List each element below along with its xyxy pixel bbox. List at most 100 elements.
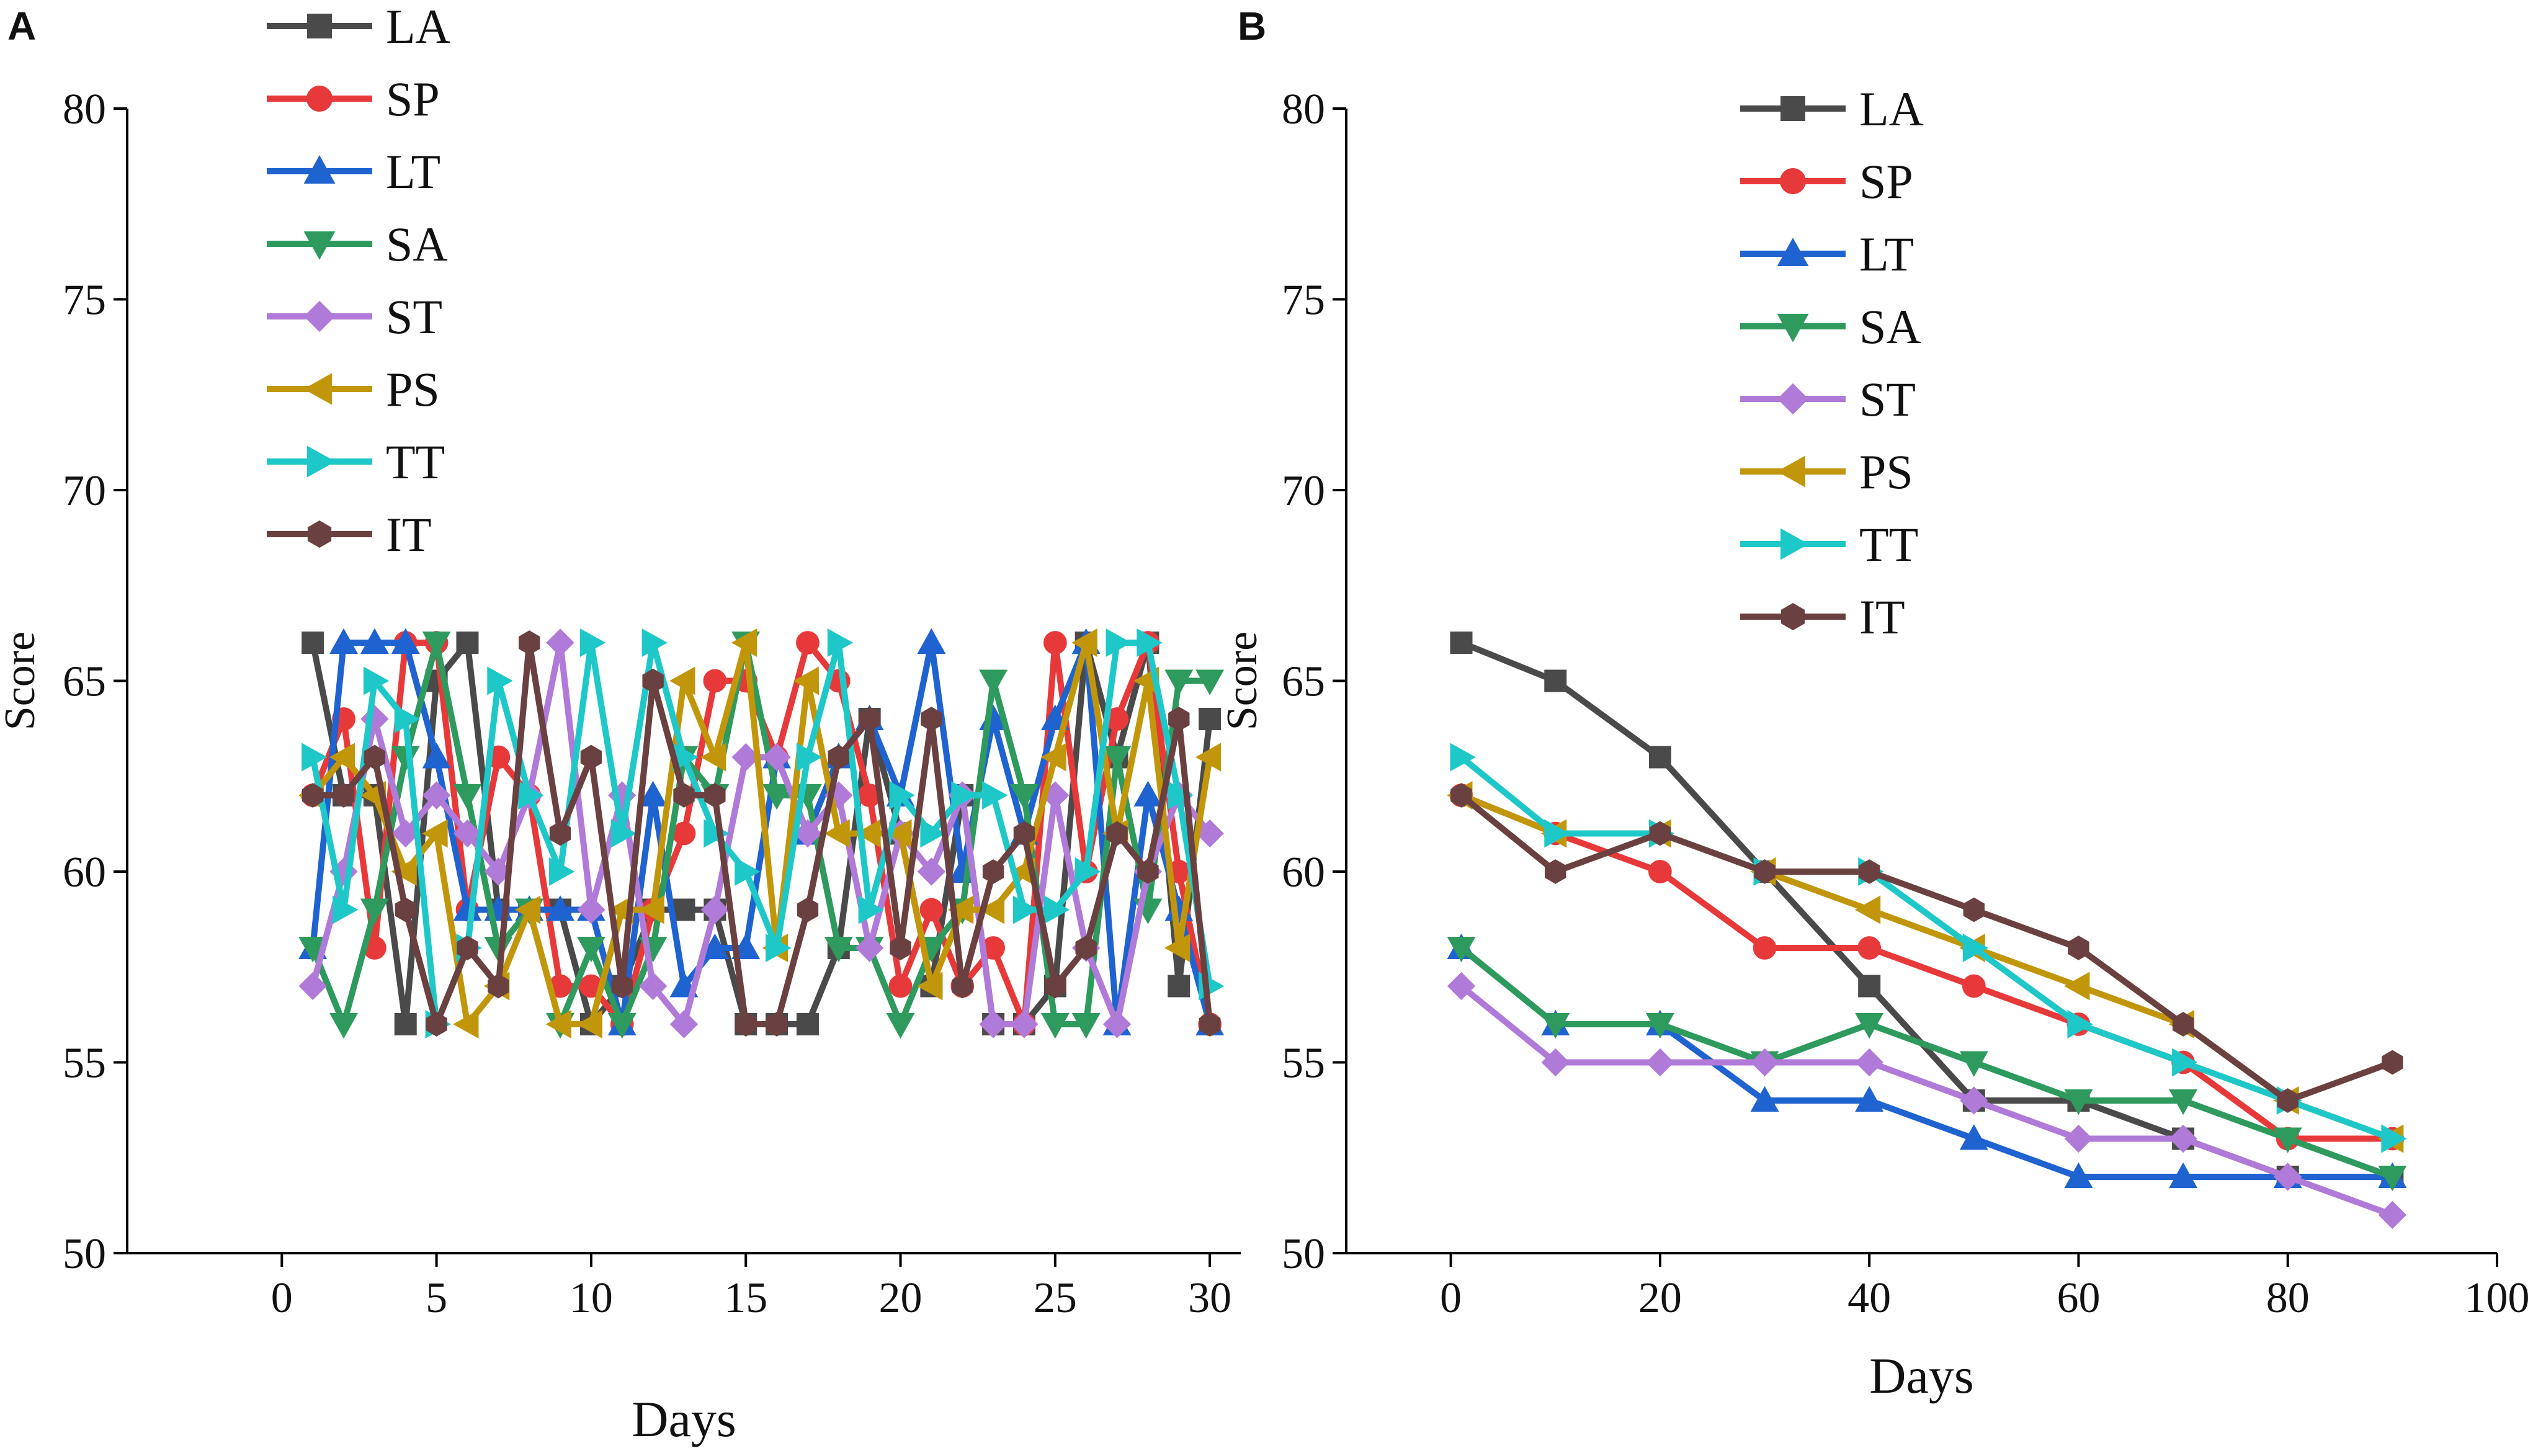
chart-a-point-it: [1013, 821, 1035, 846]
chart-b-point-sa: [2273, 1127, 2302, 1153]
chart-a-legend-label-lt: LT: [386, 145, 440, 199]
chart-a-point-lt: [360, 628, 389, 654]
chart-a-point-la: [302, 632, 324, 654]
chart-a-point-ps: [886, 819, 912, 848]
chart-b-x-axis-label: Days: [1869, 1347, 1974, 1404]
chart-a-legend-item-ps: PS: [267, 362, 440, 416]
chart-b-point-st: [1855, 1048, 1883, 1077]
chart-b-point-ps: [2064, 971, 2090, 1001]
chart-b-point-it: [1858, 859, 1880, 884]
chart-a-point-tt: [363, 666, 390, 695]
chart-a-x-tick-label: 20: [879, 1274, 923, 1322]
chart-a-point-tt: [766, 934, 792, 962]
chart-a-legend: LA SP LT SA ST PS TT IT: [267, 0, 450, 561]
chart-b-legend-item-la: LA: [1740, 82, 1924, 136]
chart-a-point-ps: [731, 628, 757, 657]
chart-a-legend-marker-lt: [303, 155, 336, 184]
chart-a-point-it: [518, 630, 540, 655]
chart-a-point-st: [638, 971, 668, 1001]
chart-a-x-tick-label: 25: [1034, 1274, 1077, 1322]
chart-b-y-tick-label: 60: [1282, 849, 1325, 896]
chart-a-point-st: [453, 819, 482, 848]
chart-b-point-tt: [2067, 1010, 2093, 1038]
chart-a-point-it: [549, 821, 571, 846]
chart-a-point-ps: [1040, 743, 1066, 772]
chart-b-point-st: [1960, 1086, 1988, 1115]
chart-b-series-it: [1450, 783, 2403, 1113]
chart-a-point-it: [859, 707, 880, 731]
chart-b-y-axis-label: Score: [1218, 632, 1266, 730]
chart-b-point-tt: [2172, 1048, 2198, 1077]
chart-a-legend-item-it: IT: [267, 507, 432, 561]
chart-a-point-ps: [329, 743, 355, 772]
chart-b-point-st: [2378, 1200, 2407, 1230]
chart-a-point-sp: [672, 821, 696, 846]
chart-a-point-ps: [1164, 934, 1191, 962]
chart-a-point-it: [1106, 821, 1128, 846]
chart-a-point-it: [952, 973, 973, 999]
chart-a-point-tt: [827, 628, 854, 657]
chart-a-legend-marker-it: [307, 520, 332, 548]
chart-b-y-tick-label: 65: [1282, 658, 1325, 706]
chart-a-legend-marker-sa: [303, 231, 336, 260]
chart-a-point-tt: [1043, 895, 1070, 924]
chart-a-point-lt: [1133, 780, 1163, 806]
chart-b-point-sa: [2169, 1089, 2198, 1115]
chart-a-point-tt: [518, 781, 544, 810]
chart-b-point-sa: [1645, 1013, 1674, 1039]
chart-b-legend-marker-la: [1780, 96, 1805, 121]
chart-a-legend-item-la: LA: [267, 0, 450, 53]
chart-a-legend-label-tt: TT: [386, 435, 445, 489]
chart-b-line-tt: [1459, 754, 2394, 1142]
chart-b-point-la: [1450, 632, 1473, 654]
chart-a-x-ticks: 0 5 10 15 20 25 30: [271, 1253, 1231, 1322]
chart-b-legend-label-tt: TT: [1859, 517, 1918, 571]
chart-a-point-it: [302, 783, 324, 808]
chart-a-point-la: [1199, 708, 1222, 730]
chart-a-legend-marker-tt: [307, 445, 336, 478]
chart-a-point-ps: [576, 1010, 602, 1038]
chart-a-y-tick-label: 80: [63, 86, 106, 133]
chart-a-point-it: [426, 1012, 447, 1037]
chart-b-x-tick-label: 100: [2465, 1274, 2530, 1322]
chart-b-point-sp: [1648, 860, 1672, 883]
chart-a-point-tt: [796, 743, 823, 772]
chart-b-y-tick-label: 75: [1282, 277, 1325, 324]
chart-a-point-it: [611, 973, 633, 999]
chart-b-point-ps: [1854, 895, 1881, 924]
chart-b-x-tick-label: 40: [1847, 1274, 1891, 1322]
chart-a-point-ps: [978, 895, 1005, 924]
chart-b-series-st: [1447, 971, 2407, 1230]
chart-b-x-tick-label: 0: [1440, 1274, 1462, 1322]
chart-a-point-sa: [422, 632, 451, 658]
chart-a-point-tt: [1074, 857, 1101, 886]
chart-a-series-it: [302, 630, 1221, 1037]
chart-panel-b: 50 55 60 65 70 75 80 0 20 40 60 80 100 Score Days L…: [1218, 82, 2530, 1404]
chart-a-point-sp: [1043, 631, 1067, 654]
chart-b-legend-marker-sa: [1777, 314, 1809, 342]
chart-b-legend-marker-it: [1780, 602, 1805, 631]
chart-a-point-sa: [329, 1013, 358, 1039]
chart-b-point-it: [2068, 936, 2089, 960]
chart-a-point-tt: [1106, 628, 1132, 657]
chart-b-point-it: [1963, 897, 1985, 922]
chart-b-y-tick-label: 80: [1282, 86, 1325, 133]
chart-b-legend-label-ps: PS: [1859, 445, 1913, 499]
chart-a-point-sa: [298, 937, 328, 963]
chart-a-point-it: [1075, 936, 1097, 960]
chart-a-point-st: [577, 895, 605, 924]
chart-b-point-it: [2277, 1088, 2298, 1113]
chart-a-point-ps: [669, 666, 695, 695]
panel-label-a: A: [7, 4, 36, 48]
chart-a-legend-marker-sp: [306, 86, 333, 112]
chart-a-legend-label-it: IT: [386, 507, 432, 561]
chart-b-legend-item-sa: SA: [1740, 300, 1921, 354]
chart-b-point-st: [1646, 1048, 1674, 1077]
chart-a-y-tick-label: 50: [63, 1230, 106, 1278]
chart-a-point-sa: [886, 1013, 915, 1039]
chart-a-point-ps: [917, 971, 943, 1001]
chart-a-point-tt: [302, 743, 328, 772]
chart-a-point-sa: [360, 898, 389, 924]
